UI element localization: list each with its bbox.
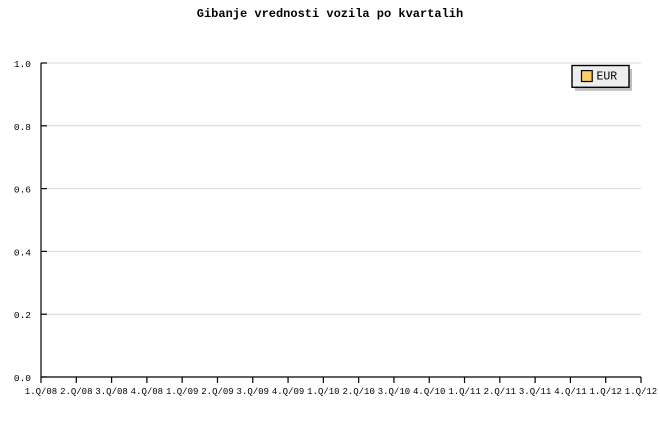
svg-text:1.Q/10: 1.Q/10 <box>307 387 339 397</box>
svg-text:2.Q/11: 2.Q/11 <box>484 387 516 397</box>
svg-text:1.Q/11: 1.Q/11 <box>448 387 480 397</box>
svg-text:4.Q/08: 4.Q/08 <box>131 387 163 397</box>
svg-text:1.Q/08: 1.Q/08 <box>25 387 57 397</box>
svg-text:3.Q/10: 3.Q/10 <box>378 387 410 397</box>
svg-text:2.Q/08: 2.Q/08 <box>60 387 92 397</box>
svg-text:1.0: 1.0 <box>14 59 31 70</box>
svg-text:1.Q/12: 1.Q/12 <box>590 387 622 397</box>
svg-text:3.Q/09: 3.Q/09 <box>237 387 269 397</box>
svg-text:4.Q/10: 4.Q/10 <box>413 387 445 397</box>
svg-text:0.0: 0.0 <box>14 373 31 384</box>
svg-text:0.6: 0.6 <box>14 185 31 196</box>
svg-text:2.Q/10: 2.Q/10 <box>342 387 374 397</box>
svg-text:1.Q/12: 1.Q/12 <box>625 387 657 397</box>
svg-text:0.8: 0.8 <box>14 122 31 133</box>
svg-text:3.Q/08: 3.Q/08 <box>95 387 127 397</box>
svg-text:3.Q/11: 3.Q/11 <box>519 387 551 397</box>
svg-text:0.4: 0.4 <box>14 247 31 258</box>
svg-text:4.Q/11: 4.Q/11 <box>554 387 586 397</box>
svg-text:4.Q/09: 4.Q/09 <box>272 387 304 397</box>
svg-text:EUR: EUR <box>597 70 618 83</box>
svg-text:0.2: 0.2 <box>14 310 31 321</box>
svg-text:2.Q/09: 2.Q/09 <box>201 387 233 397</box>
svg-text:1.Q/09: 1.Q/09 <box>166 387 198 397</box>
